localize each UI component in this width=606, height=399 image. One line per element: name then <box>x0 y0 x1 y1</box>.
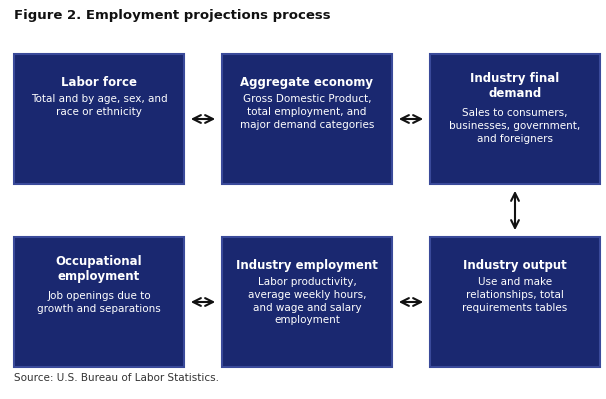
Text: Industry final
demand: Industry final demand <box>470 72 559 100</box>
FancyBboxPatch shape <box>222 237 392 367</box>
FancyBboxPatch shape <box>14 54 184 184</box>
Text: Gross Domestic Product,
total employment, and
major demand categories: Gross Domestic Product, total employment… <box>240 94 374 130</box>
Text: Aggregate economy: Aggregate economy <box>241 76 373 89</box>
Text: Labor productivity,
average weekly hours,
and wage and salary
employment: Labor productivity, average weekly hours… <box>248 277 366 326</box>
Text: Labor force: Labor force <box>61 76 137 89</box>
FancyBboxPatch shape <box>14 237 184 367</box>
Text: Total and by age, sex, and
race or ethnicity: Total and by age, sex, and race or ethni… <box>31 94 167 117</box>
Text: Job openings due to
growth and separations: Job openings due to growth and separatio… <box>37 291 161 314</box>
Text: Source: U.S. Bureau of Labor Statistics.: Source: U.S. Bureau of Labor Statistics. <box>14 373 219 383</box>
Text: Industry employment: Industry employment <box>236 259 378 272</box>
Text: Use and make
relationships, total
requirements tables: Use and make relationships, total requir… <box>462 277 568 312</box>
FancyBboxPatch shape <box>222 54 392 184</box>
Text: Sales to consumers,
businesses, government,
and foreigners: Sales to consumers, businesses, governme… <box>450 108 581 144</box>
FancyBboxPatch shape <box>430 54 600 184</box>
FancyBboxPatch shape <box>430 237 600 367</box>
Text: Industry output: Industry output <box>463 259 567 272</box>
Text: Figure 2. Employment projections process: Figure 2. Employment projections process <box>14 9 331 22</box>
Text: Occupational
employment: Occupational employment <box>56 255 142 283</box>
